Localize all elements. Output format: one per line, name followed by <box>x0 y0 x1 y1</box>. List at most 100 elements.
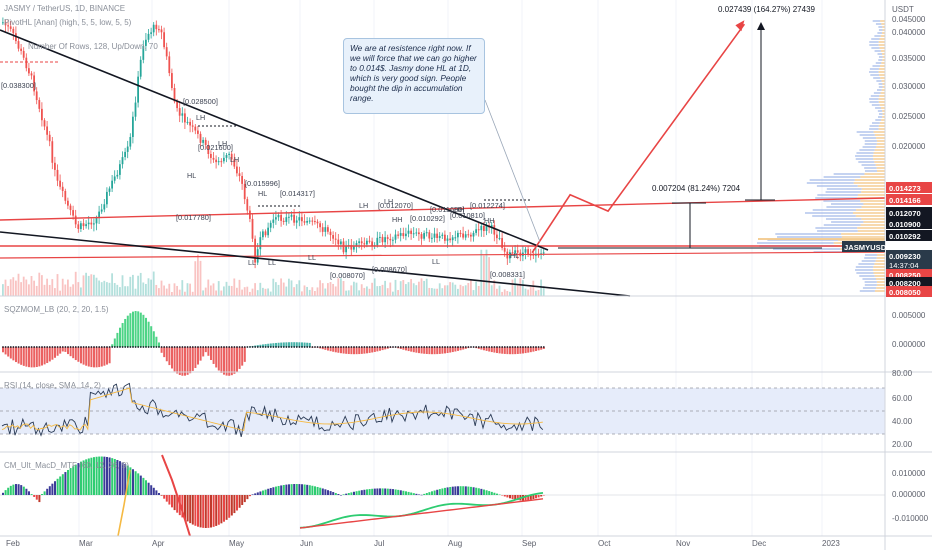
macd-bar <box>334 493 337 495</box>
candle-body <box>537 254 540 256</box>
macd-pane-label[interactable]: CM_Ult_MacD_MTF (60, 12, 26, 9) <box>4 461 129 470</box>
sqz-bar <box>490 347 493 353</box>
volume-bar <box>74 271 77 296</box>
volume-profile-row-down <box>880 77 885 79</box>
sqz-dot <box>124 346 127 348</box>
volume-profile-row-up <box>858 161 875 163</box>
candle-body <box>280 214 282 221</box>
sqz-dot <box>441 346 444 348</box>
sqz-bar <box>262 344 264 347</box>
macd-bar <box>61 474 64 495</box>
sqz-dot <box>184 346 186 348</box>
macd-bar <box>399 490 402 495</box>
macd-bar <box>503 495 506 497</box>
macd-bar <box>524 495 527 501</box>
sqz-bar <box>506 347 509 355</box>
sqz-bar <box>402 347 405 350</box>
macd-bar <box>410 492 413 495</box>
sqz-dot <box>25 346 28 348</box>
note-pointer <box>484 99 541 243</box>
sqz-bar <box>25 347 28 367</box>
sqz-bar <box>288 342 290 347</box>
macd-bar <box>35 495 38 500</box>
volume-bar <box>444 285 446 296</box>
volume-profile-row-down <box>875 260 885 262</box>
rsi-band <box>0 387 885 435</box>
volume-bar <box>301 291 303 296</box>
volume-profile-row-up <box>878 56 883 58</box>
pivot-indicator-label[interactable]: PivotHL [Anan] (high, 5, 5, low, 5, 5) <box>4 18 132 27</box>
candle-body <box>392 239 394 241</box>
swing-tag: HH <box>484 216 494 225</box>
candle-body <box>285 217 288 222</box>
candle-body <box>475 229 477 233</box>
volume-profile-row-up <box>872 20 881 22</box>
volume-profile-row-down <box>876 287 885 289</box>
macd-bar <box>82 460 85 495</box>
candle-body <box>64 190 67 201</box>
volume-profile-row-down <box>863 221 885 223</box>
sqz-dot <box>220 346 223 348</box>
sqz-bar <box>256 345 259 347</box>
sqz-bar <box>457 347 459 351</box>
macd-bar <box>535 495 537 499</box>
candle-body <box>210 153 212 158</box>
sqz-bar <box>95 347 98 368</box>
volume-bar <box>210 285 212 296</box>
volume-bar <box>529 287 532 296</box>
sqz-dot <box>470 346 472 348</box>
volume-profile-row-down <box>874 161 885 163</box>
volume-bar <box>454 284 457 296</box>
candle-body <box>28 68 30 74</box>
volume-bar <box>228 285 230 296</box>
sqz-dot <box>423 346 426 348</box>
macd-bar <box>475 487 478 495</box>
sqz-bar <box>184 347 186 376</box>
candle-body <box>462 233 464 238</box>
macd-bar <box>254 493 257 495</box>
sqz-dot <box>459 346 462 348</box>
volume-bar <box>503 289 506 296</box>
sqz-pane-label[interactable]: SQZMOM_LB (20, 2, 20, 1.5) <box>4 305 109 314</box>
volume-bar <box>402 280 405 296</box>
volume-bar <box>389 282 392 296</box>
volume-bar <box>4 279 7 296</box>
rsi-pane-label[interactable]: RSI (14, close, SMA, 14, 2) <box>4 381 101 390</box>
macd-bar <box>470 486 472 495</box>
volume-bar <box>111 273 113 296</box>
sqz-dot <box>410 346 413 348</box>
volume-bar <box>194 261 197 296</box>
volume-bar <box>69 286 72 296</box>
sqz-bar <box>264 344 267 347</box>
sqz-bar <box>113 338 116 347</box>
sqz-dot <box>189 346 192 348</box>
sqz-bar <box>238 347 241 369</box>
sqz-dot <box>142 346 145 348</box>
sqz-dot <box>168 346 171 348</box>
candle-body <box>493 225 496 235</box>
sqz-bar <box>535 347 537 352</box>
sqz-bar <box>485 347 488 351</box>
indicator-axis-tick: 0.000000 <box>892 490 926 499</box>
candle-body <box>199 133 202 143</box>
symbol-title[interactable]: JASMY / TetherUS, 1D, BINANCE <box>4 4 126 13</box>
sqz-bar <box>376 347 379 352</box>
sqz-bar <box>233 347 236 374</box>
candle-body <box>511 252 514 254</box>
macd-bar <box>379 488 381 495</box>
volume-profile-label[interactable]: Number Of Rows, 128, Up/Down, 70 <box>28 42 158 51</box>
sqz-dot <box>506 346 509 348</box>
idea-note[interactable]: We are at resistence right now. If we wi… <box>343 38 485 114</box>
volume-bar <box>113 283 116 296</box>
resistance-upper-line <box>0 197 886 221</box>
macd-bar <box>264 489 267 495</box>
pivot-label: [0.014317] <box>280 189 315 198</box>
volume-bar <box>511 279 514 296</box>
sqz-dot <box>298 346 301 348</box>
sqz-dot <box>108 346 111 348</box>
price-label-bg <box>886 194 932 205</box>
sqz-dot <box>243 346 246 348</box>
candle-body <box>358 241 360 244</box>
price-tick: 0.025000 <box>892 112 926 121</box>
sqz-dot <box>48 346 51 348</box>
